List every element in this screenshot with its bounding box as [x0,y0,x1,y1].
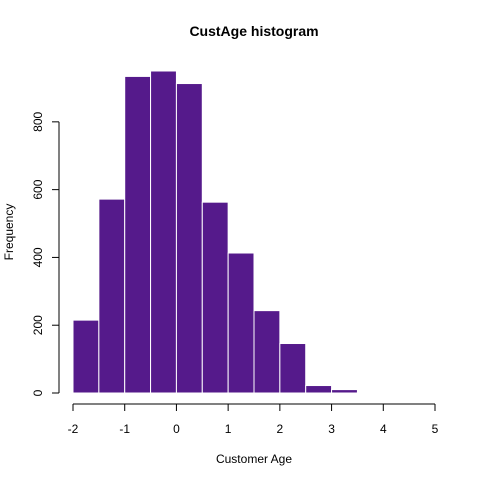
histogram-bar [331,389,358,394]
histogram-bar [175,83,203,394]
x-axis: -2 -1 0 1 2 3 4 5 [68,403,439,436]
y-axis-label: Frequency [2,204,16,261]
x-tick-label: -1 [119,422,130,436]
x-axis-label: Customer Age [216,452,292,466]
y-tick-label: 800 [31,112,45,132]
chart-title: CustAge histogram [189,23,318,39]
histogram-bar [227,252,255,394]
histogram-bar [201,201,229,394]
y-tick-label: 400 [31,247,45,267]
bars-group [72,70,436,394]
x-tick-label: 2 [277,422,284,436]
histogram-bar [253,310,281,394]
histogram-bar [279,343,307,394]
y-tick-label: 600 [31,179,45,199]
y-axis: 0 200 400 600 800 [31,112,60,396]
histogram-bar [150,70,177,394]
x-tick-label: 0 [173,422,180,436]
x-tick-label: 4 [380,422,387,436]
x-tick-label: -2 [68,422,79,436]
histogram-bar [124,75,152,394]
histogram-bar [72,319,100,394]
x-tick-label: 1 [225,422,232,436]
y-tick-label: 0 [31,389,45,396]
x-tick-label: 5 [432,422,439,436]
histogram-bar [98,198,126,394]
y-tick-label: 200 [31,315,45,335]
histogram-bar [305,385,333,394]
x-tick-label: 3 [328,422,335,436]
histogram-bar [382,391,410,394]
